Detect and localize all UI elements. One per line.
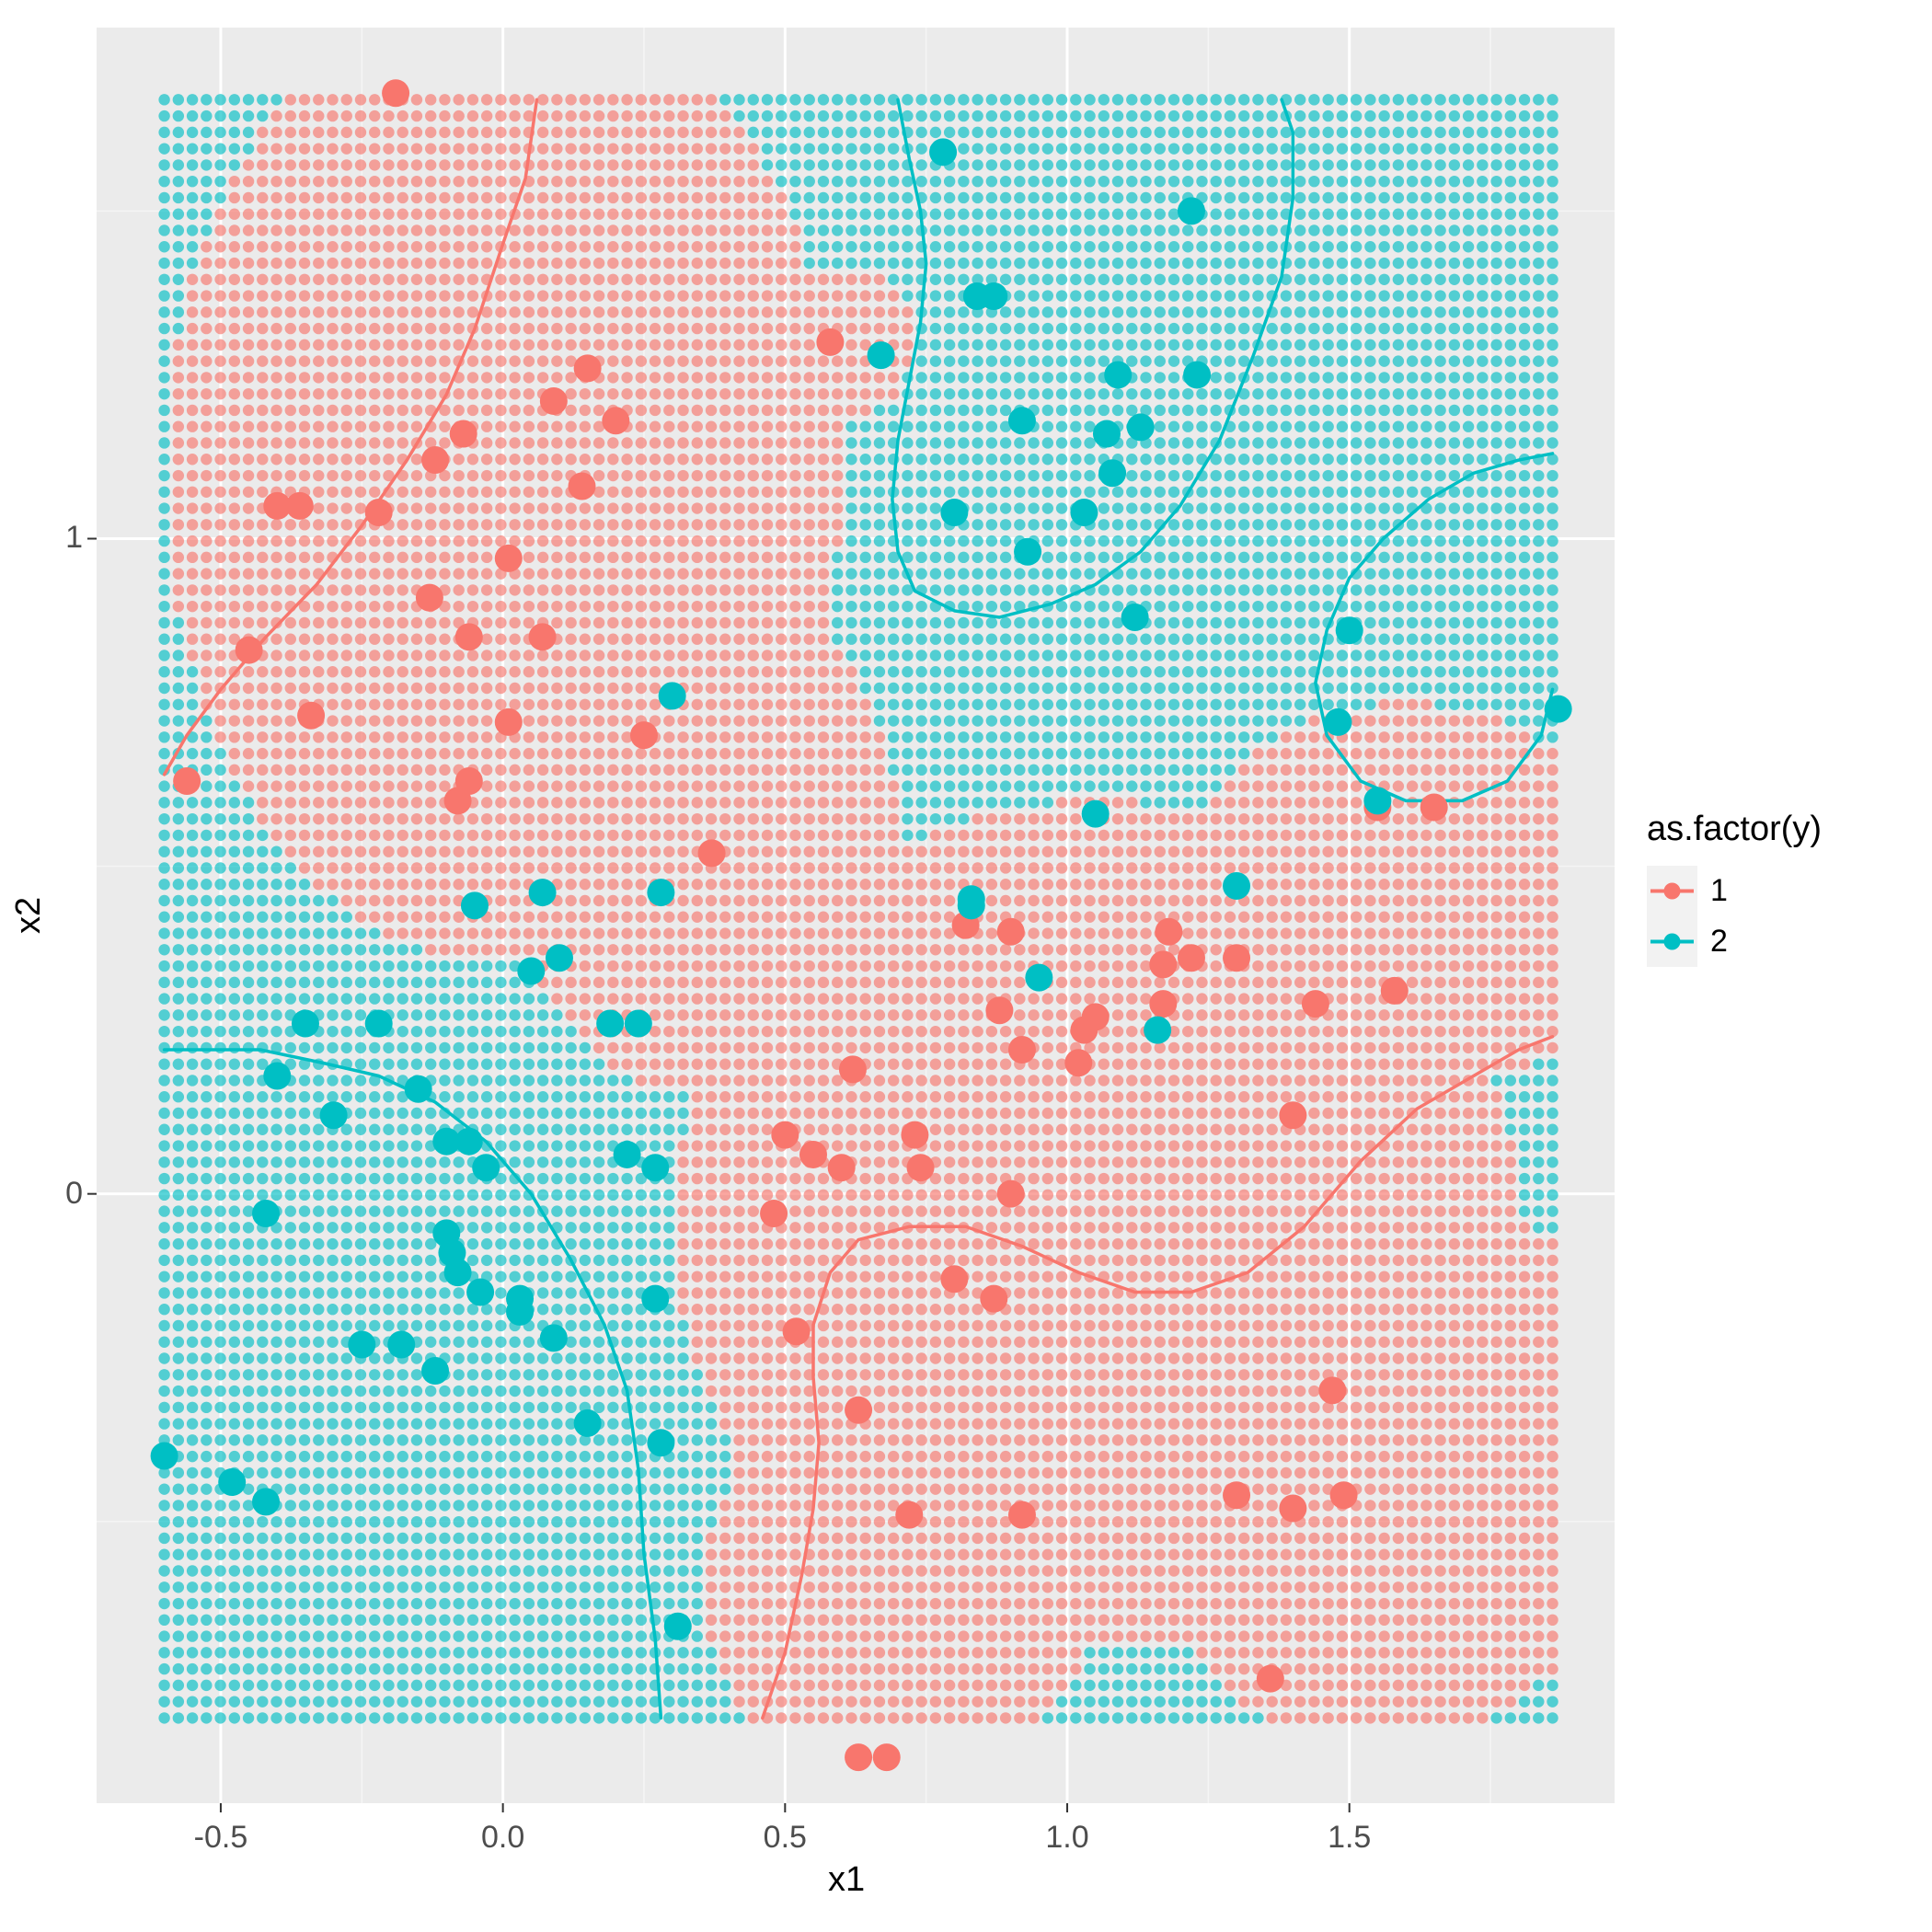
x-tick-label: 0.5: [748, 1820, 822, 1856]
x-tick-label: 1.0: [1030, 1820, 1104, 1856]
x-tick-label: 1.5: [1313, 1820, 1386, 1856]
legend: as.factor(y) 12: [1647, 810, 1822, 967]
y-tick-label: 0: [32, 1176, 83, 1212]
legend-label: 2: [1710, 924, 1728, 960]
legend-item: 2: [1647, 916, 1822, 967]
chart-container: as.factor(y) 12 x2 x1 -0.50.00.51.01.501: [0, 0, 1932, 1932]
legend-key: [1647, 866, 1697, 916]
legend-key: [1647, 916, 1697, 967]
x-axis-title: x1: [828, 1860, 865, 1900]
legend-label: 1: [1710, 873, 1728, 909]
classification-chart: [0, 0, 1932, 1932]
x-tick-label: 0.0: [466, 1820, 540, 1856]
legend-title: as.factor(y): [1647, 810, 1822, 849]
legend-items: 12: [1647, 866, 1822, 967]
y-axis-title: x2: [9, 897, 49, 934]
y-tick-label: 1: [32, 520, 83, 556]
legend-item: 1: [1647, 866, 1822, 916]
x-tick-label: -0.5: [184, 1820, 258, 1856]
